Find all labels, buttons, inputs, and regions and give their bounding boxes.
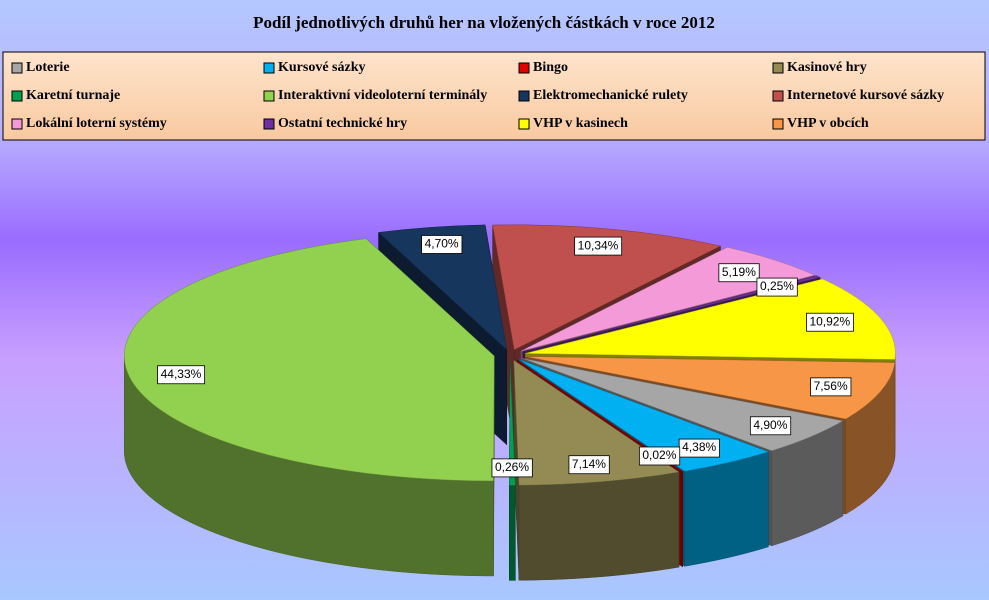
value-label-text: 7,56%: [814, 379, 848, 393]
pie-slice: [525, 356, 896, 420]
label-box: [421, 235, 463, 254]
value-label: 4,38%: [678, 438, 720, 458]
legend-swatch: [518, 90, 530, 102]
label-box: [574, 236, 623, 256]
label-box: [157, 365, 206, 385]
legend-swatch: [263, 118, 275, 130]
value-label-text: 4,90%: [753, 418, 787, 432]
pie-slice: [492, 224, 722, 351]
slice-side: [509, 485, 516, 581]
legend-label: Bingo: [533, 60, 568, 75]
legend-swatch: [772, 62, 784, 74]
value-label: 44,33%: [157, 365, 206, 385]
legend-swatch: [518, 118, 530, 130]
value-label: 10,34%: [574, 236, 623, 256]
value-label: 0,02%: [638, 446, 681, 466]
slice-side: [518, 471, 680, 581]
value-labels: 4,90% 4,38% 0,02% 7,14% 0,26% 44,33% 4,70% 10,3…: [157, 235, 854, 478]
label-box: [756, 277, 798, 297]
pie-slice: [509, 360, 516, 486]
legend-label: Internetové kursové sázky: [787, 88, 944, 103]
legend-label: Kursové sázky: [278, 60, 366, 75]
value-label-text: 4,70%: [425, 237, 459, 251]
legend-swatch: [772, 90, 784, 102]
legend-label: VHP v kasinech: [533, 116, 628, 131]
label-box: [810, 377, 852, 397]
pie-slice: [522, 275, 821, 352]
value-label-text: 44,33%: [161, 367, 202, 381]
legend-label: Kasinové hry: [787, 60, 867, 75]
value-label: 0,25%: [756, 277, 798, 297]
pie-slice: [525, 278, 896, 360]
legend-label: Interaktivní videoloterní terminály: [278, 88, 487, 103]
value-label-text: 10,92%: [809, 314, 850, 328]
legend-swatch: [518, 62, 530, 74]
value-label-text: 5,19%: [722, 265, 756, 279]
legend-box: [2, 51, 986, 141]
legend-label: Ostatní technické hry: [278, 116, 407, 131]
value-label: 5,19%: [718, 263, 760, 283]
legend-swatch: [11, 118, 23, 130]
chart-title: Podíl jednotlivých druhů her na vloženýc…: [253, 13, 715, 32]
label-box: [749, 416, 792, 436]
legend-swatch: [11, 62, 23, 74]
label-box: [568, 455, 610, 475]
pie-slice: [513, 359, 680, 486]
value-label-text: 0,25%: [760, 279, 794, 293]
value-label: 7,14%: [568, 455, 610, 475]
pie-slice: [517, 359, 684, 472]
label-box: [638, 446, 681, 466]
value-label: 7,56%: [810, 377, 852, 397]
pie-slice: [377, 224, 508, 351]
legend-swatch: [263, 62, 275, 74]
legend-label: Loterie: [26, 60, 70, 75]
value-label-text: 0,02%: [642, 448, 676, 462]
legend-swatch: [263, 90, 275, 102]
value-label: 4,90%: [749, 416, 792, 436]
label-box: [806, 312, 854, 332]
legend-swatch: [11, 90, 23, 102]
label-box: [718, 263, 760, 283]
legend-label: VHP v obcích: [787, 116, 869, 131]
legend-label: Elektromechanické rulety: [533, 88, 688, 103]
value-label: 4,70%: [421, 235, 463, 254]
legend-swatch: [772, 118, 784, 130]
value-label-text: 4,38%: [682, 440, 716, 454]
value-label: 10,92%: [806, 312, 854, 332]
label-box: [491, 458, 533, 478]
value-label-text: 7,14%: [572, 457, 606, 471]
legend: Loterie Kursové sázky Bingo Kasinové hry Kar…: [11, 60, 944, 131]
legend-label: Karetní turnaje: [26, 88, 120, 103]
legend-label: Lokální loterní systémy: [26, 116, 167, 131]
value-label-text: 10,34%: [578, 238, 619, 252]
value-label: 0,26%: [491, 458, 533, 478]
value-label-text: 0,26%: [495, 460, 529, 474]
pie-slice: [124, 238, 495, 482]
